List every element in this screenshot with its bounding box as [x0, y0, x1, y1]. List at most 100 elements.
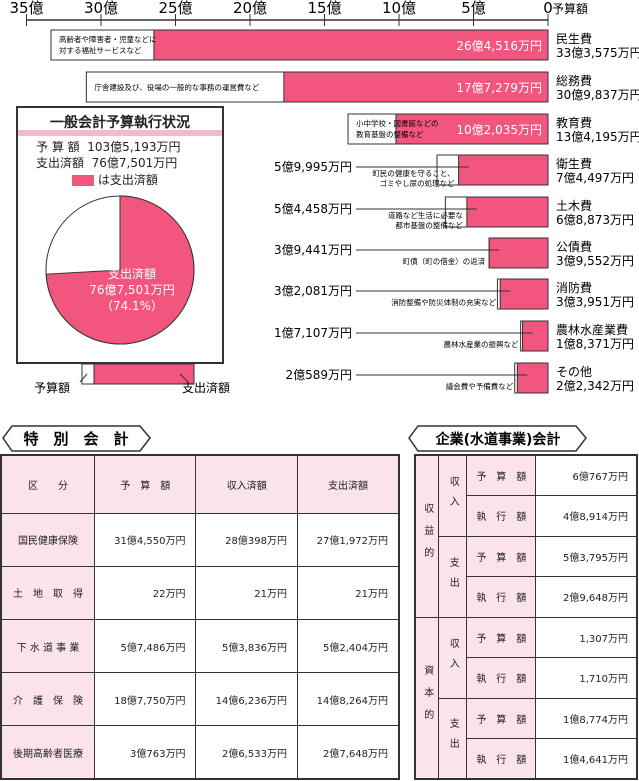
- special-title-frame: 特 別 会 計: [2, 425, 151, 452]
- special-header-row: 区 分予 算 額収入済額 支出済額: [0, 454, 400, 514]
- special-header-cell: 支出済額: [296, 454, 400, 514]
- summary-budget-line: 予 算 額 103億5,193万円: [36, 138, 181, 155]
- row-value: 1,710万円: [535, 657, 638, 699]
- pie-slice-value: 76億7,501万円: [89, 283, 175, 297]
- row-value: 14億6,236万円: [195, 672, 298, 727]
- table-row: 執 行 額 2億9,648万円: [415, 576, 638, 618]
- key-spent-fill: [93, 363, 195, 385]
- summary-legend-text: は支出済額: [97, 173, 158, 187]
- category-label: その他: [556, 365, 592, 379]
- table-row: 後期高齢者医療 3億763万円 2億6,533万円 2億7,648万円: [0, 725, 400, 780]
- row-value: 2億6,533万円: [195, 725, 298, 780]
- x-tick-label: 25億: [158, 0, 192, 17]
- x-tick-label: 5億: [461, 0, 486, 17]
- row-value: 1億8,774万円: [535, 697, 638, 739]
- table-row: 執 行 額 4億8,914万円: [415, 495, 638, 537]
- row-value: 4億8,914万円: [535, 495, 638, 537]
- spent-value-label: 3億2,081万円: [274, 284, 352, 298]
- enterprise-title-frame: 企業(水道事業)会計: [408, 425, 587, 452]
- key-spent-label: 支出済額: [182, 380, 230, 395]
- table-row: 支出予 算 額 1億8,774万円: [415, 697, 638, 780]
- budget-value-label: 7億4,497万円: [556, 171, 634, 185]
- table-row: 執 行 額 1億4,641万円: [415, 738, 638, 780]
- category-description: 高齢者や障害者・児童などに: [59, 34, 157, 44]
- table-row: 資本的 収入予 算 額 1,307万円: [414, 616, 638, 780]
- category-description: 庁舎建設及び、役場の一般的な事務の運営費など: [94, 82, 259, 92]
- category-description: 対する福祉サービスなど: [59, 45, 142, 55]
- category-description: 都市基盤の整備など: [395, 220, 463, 230]
- row-value: 14億8,264万円: [296, 672, 400, 727]
- subgroup-label: 収入: [438, 454, 468, 537]
- group-label: 収益的: [414, 454, 440, 618]
- special-title: 特 別 会 計: [23, 430, 128, 448]
- budget-value-label: 13億4,195万円: [556, 130, 639, 144]
- spent-bar: [499, 278, 549, 310]
- budget-value-label: 33億3,575万円: [556, 46, 639, 60]
- category-label: 土木費: [556, 198, 592, 213]
- spent-bar: [395, 113, 549, 145]
- row-value: 5億2,404万円: [296, 618, 400, 674]
- row-value: 27億1,972万円: [296, 512, 400, 567]
- category-label: 公債費: [556, 239, 592, 254]
- table-row: 執 行 額 1,710万円: [415, 657, 638, 699]
- budget-bar-chart: 35億 30億 25億 20億 15億 10億 5億 0 予算額26億4,516万円高齢者や障害…: [9, 0, 639, 394]
- category-description: 町債（町の借金）の返済: [403, 256, 486, 266]
- budget-value-label: 6億8,873万円: [556, 213, 634, 227]
- pie-spent-slice: [45, 195, 195, 345]
- subgroup-label: 支出: [438, 697, 468, 780]
- x-tick-label: 15億: [307, 0, 341, 17]
- row-value: 5億3,795万円: [535, 535, 638, 577]
- row-value: 31億4,550万円: [93, 512, 197, 567]
- row-value: 28億398万円: [195, 512, 298, 567]
- category-description: 消防整備や防災体制の充実など: [391, 297, 496, 307]
- budget-value-label: 2億2,342万円: [556, 379, 634, 393]
- row-label: 後期高齢者医療: [0, 725, 95, 780]
- table-row: 支出予 算 額 5億3,795万円: [415, 535, 638, 618]
- row-label: 土 地 取 得: [0, 565, 95, 620]
- row-label: 執 行 額: [466, 657, 537, 699]
- spent-value-label: 17億7,279万円: [456, 81, 542, 95]
- spent-bar: [516, 362, 549, 394]
- row-value: 22万円: [93, 565, 197, 620]
- row-label: 予 算 額: [466, 535, 537, 577]
- x-axis-label: 予算額: [552, 1, 588, 16]
- summary-spent-value: 76億7,501万円: [91, 156, 178, 170]
- summary-legend-swatch: [72, 175, 94, 186]
- special-header-cell: 予 算 額: [93, 454, 197, 514]
- spent-value-label: 5億4,458万円: [274, 202, 352, 216]
- spent-value-label: 26億4,516万円: [456, 39, 542, 53]
- row-value: 3億763万円: [93, 725, 197, 780]
- x-tick-label: 35億: [9, 0, 43, 17]
- table-row: 下 水 道 事 業 5億7,486万円 5億3,836万円 5億2,404万円: [0, 618, 400, 674]
- row-value: 5億3,836万円: [195, 618, 298, 674]
- key-spent-pointer: [179, 373, 189, 383]
- row-value: 1億4,641万円: [535, 738, 638, 780]
- row-value: 6億767万円: [535, 454, 638, 496]
- pie-slice-percent: （74.1%）: [101, 299, 163, 313]
- budget-value-label: 1億8,371万円: [556, 337, 634, 351]
- spent-bar: [466, 196, 549, 228]
- spent-bar: [458, 154, 549, 186]
- category-description: 農林水産業の振興など: [444, 339, 519, 349]
- row-value: 18億7,750万円: [93, 672, 197, 727]
- summary-box: 一般会計予算執行状況 予 算 額 103億5,193万円 支出済額 76億7,5…: [16, 106, 224, 364]
- budget-value-label: 3億9,552万円: [556, 254, 634, 268]
- row-label: 執 行 額: [466, 495, 537, 537]
- category-label: 教育費: [556, 115, 592, 130]
- row-label: 執 行 額: [466, 576, 537, 618]
- subgroup-label: 支出: [438, 535, 468, 618]
- row-label: 予 算 額: [466, 616, 537, 658]
- special-header-cell: 区 分: [0, 454, 95, 514]
- spent-bar: [522, 320, 549, 352]
- row-value: 5億7,486万円: [93, 618, 197, 674]
- spent-bar: [153, 29, 549, 61]
- pie-slice-label: 支出済額: [108, 266, 156, 281]
- row-label: 介 護 保 険: [0, 672, 95, 727]
- row-label: 予 算 額: [466, 454, 537, 496]
- category-label: 消防費: [556, 280, 592, 295]
- budget-value-label: 30億9,837万円: [556, 88, 639, 102]
- spent-bar: [283, 71, 549, 103]
- spent-value-label: 5億9,995万円: [274, 160, 352, 174]
- category-description: 町民の健康を守ること、: [372, 168, 454, 178]
- summary-budget-value: 103億5,193万円: [87, 140, 181, 154]
